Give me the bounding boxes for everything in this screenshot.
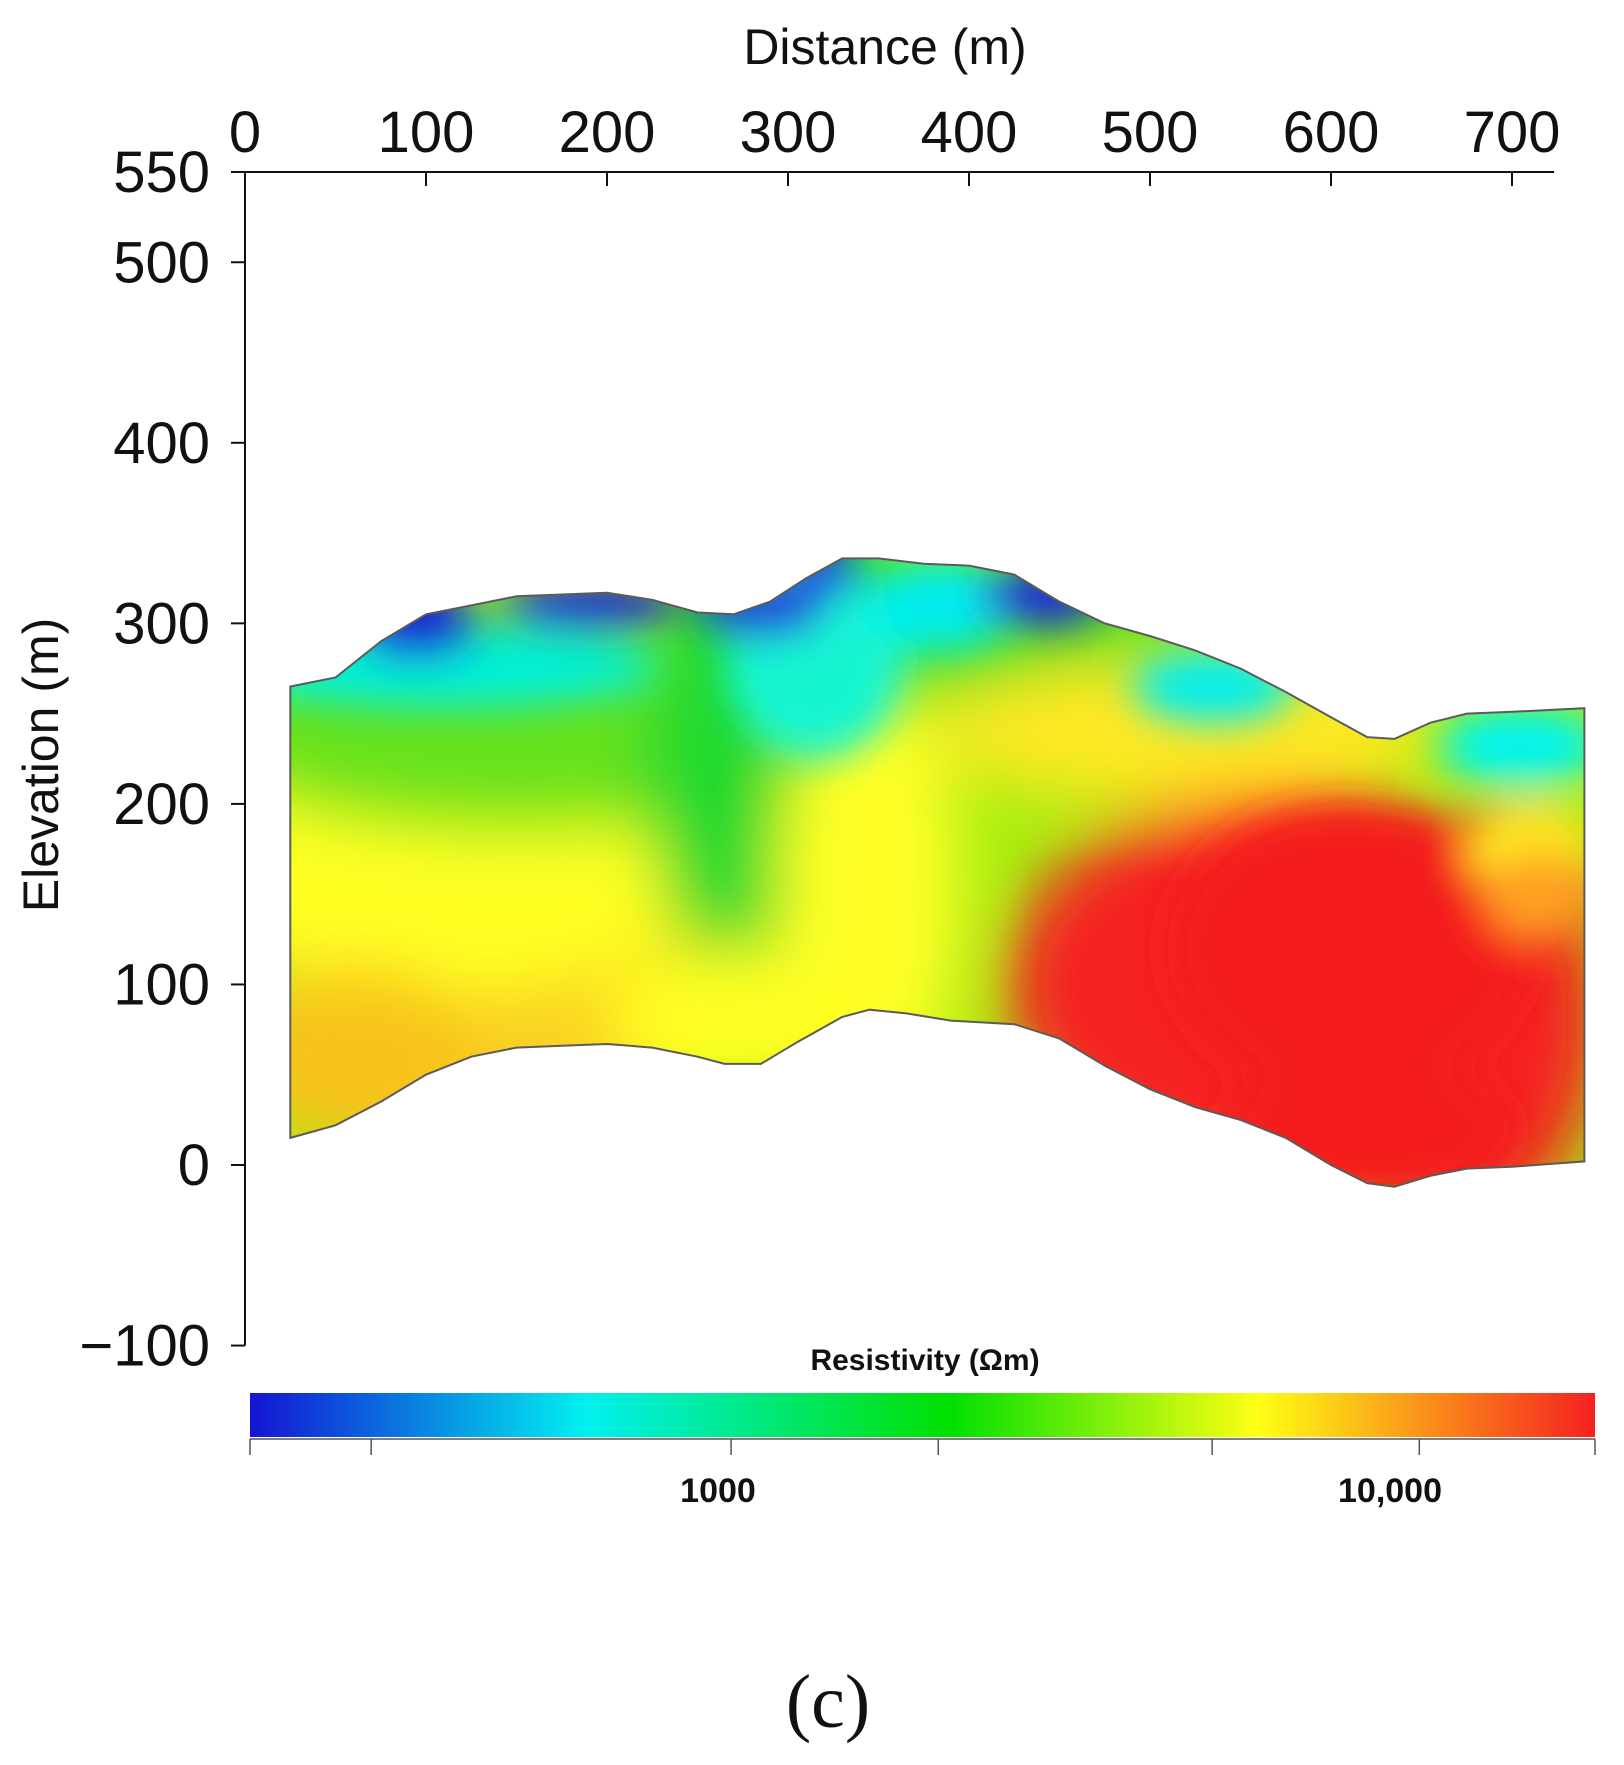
y-tick-label-100: 100 <box>113 952 210 1017</box>
y-tick-label-200: 200 <box>113 772 210 837</box>
y-tick-label-300: 300 <box>113 591 210 656</box>
y-tick-label--100: −100 <box>79 1314 210 1379</box>
x-axis-title: Distance (m) <box>743 19 1026 75</box>
zone-cyan-mid <box>869 560 1015 651</box>
x-tick-label-300: 300 <box>740 100 837 165</box>
axes: 0 100 200 300 400 500 600 700 550 500 400 300 200 100… <box>79 100 1560 1379</box>
x-tick-label-500: 500 <box>1102 100 1199 165</box>
x-tick-label-100: 100 <box>378 100 475 165</box>
colorbar: Resistivity (Ωm) 1000 10,000 <box>249 1344 1596 1510</box>
y-tick-label-550: 550 <box>113 140 210 205</box>
zone-yellow-base <box>607 948 861 1093</box>
y-tick-label-400: 400 <box>113 411 210 476</box>
x-tick-label-700: 700 <box>1464 100 1561 165</box>
zone-orange-far-right <box>1484 849 1585 940</box>
zone-cyan-right <box>1131 650 1295 723</box>
y-axis-title: Elevation (m) <box>13 618 69 913</box>
x-tick-label-600: 600 <box>1283 100 1380 165</box>
zone-blue-mid-left <box>498 580 680 631</box>
colorbar-label-10000: 10,000 <box>1338 1472 1442 1510</box>
x-tick-label-200: 200 <box>559 100 656 165</box>
zone-red-core <box>1168 803 1531 1093</box>
zone-cyan-far-right <box>1439 706 1585 786</box>
y-tick-label-0: 0 <box>178 1133 210 1198</box>
zone-orange-lower-left <box>290 966 481 1147</box>
colorbar-gradient-bar <box>250 1393 1595 1437</box>
colorbar-title: Resistivity (Ωm) <box>810 1344 1039 1377</box>
colorbar-label-1000: 1000 <box>680 1472 756 1510</box>
panel-label: (c) <box>786 1660 870 1744</box>
section-outline <box>289 557 1586 1188</box>
x-tick-label-0: 0 <box>229 100 261 165</box>
zone-red-bottom <box>1222 1056 1512 1187</box>
zone-blue-right <box>978 567 1105 626</box>
x-tick-label-400: 400 <box>921 100 1018 165</box>
y-tick-label-500: 500 <box>113 230 210 295</box>
